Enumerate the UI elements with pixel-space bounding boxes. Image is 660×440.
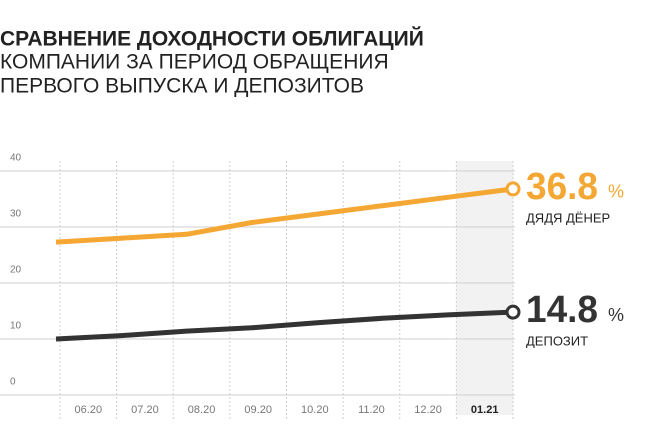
end-value-label: 36.8: [526, 166, 598, 208]
x-tick-label: 11.20: [358, 404, 385, 416]
series-name: ДЕПОЗИТ: [526, 334, 588, 349]
x-tick-label: 08.20: [188, 404, 216, 416]
end-marker: [505, 181, 521, 197]
x-tick-label: 07.20: [131, 404, 159, 416]
x-tick-label: 12.20: [414, 404, 442, 416]
x-tick-label: 09.20: [244, 404, 272, 416]
series-line: [55, 186, 514, 245]
y-tick-label: 20: [10, 265, 22, 276]
x-tick-label: 01.21: [471, 404, 499, 416]
x-tick-label: 06.20: [75, 404, 103, 416]
chart-subtitle: КОМПАНИИ ЗА ПЕРИОД ОБРАЩЕНИЯ: [0, 51, 389, 74]
end-marker: [505, 304, 521, 320]
y-tick-label: 40: [10, 153, 22, 164]
highlight-column: [456, 161, 513, 415]
y-tick-label: 10: [10, 321, 22, 332]
series-line: [55, 309, 514, 342]
chart-subtitle: ПЕРВОГО ВЫПУСКА И ДЕПОЗИТОВ: [0, 75, 364, 98]
series-name: ДЯДЯ ДЁНЕР: [526, 210, 610, 225]
end-value-unit: %: [608, 305, 624, 325]
chart-title: СРАВНЕНИЕ ДОХОДНОСТИ ОБЛИГАЦИЙ: [0, 27, 424, 51]
end-value-unit: %: [608, 182, 624, 202]
end-value-label: 14.8: [526, 289, 598, 331]
y-tick-label: 0: [10, 377, 16, 388]
x-tick-label: 10.20: [301, 404, 329, 416]
y-tick-label: 30: [10, 209, 22, 220]
